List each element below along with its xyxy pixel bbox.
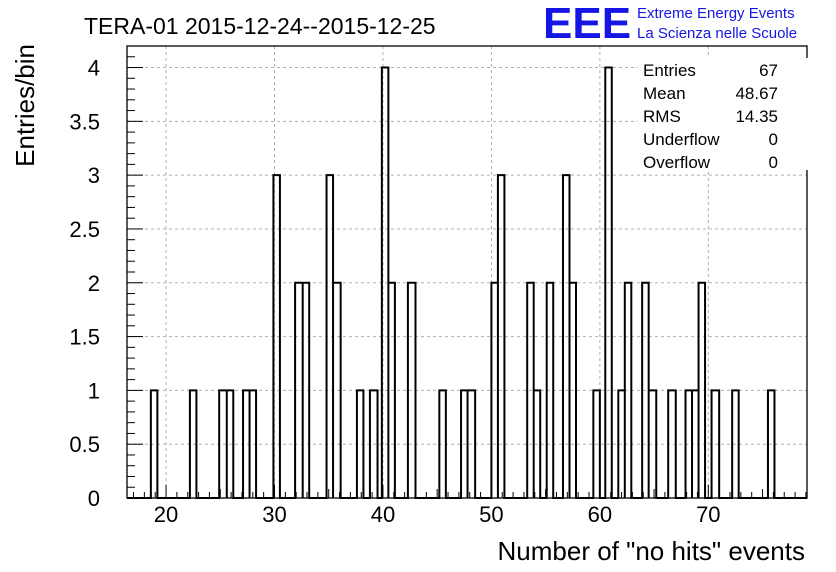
eee-logo-mark: EEE <box>543 0 631 48</box>
x-tick-label: 20 <box>154 502 178 527</box>
x-tick-label: 30 <box>262 502 286 527</box>
y-axis-title: Entries/bin <box>10 44 40 167</box>
x-tick-label: 70 <box>696 502 720 527</box>
stats-value: 67 <box>759 61 778 80</box>
y-tick-label: 0 <box>88 486 100 511</box>
x-tick-label: 40 <box>371 502 395 527</box>
stats-value: 14.35 <box>735 107 778 126</box>
y-tick-label: 1.5 <box>69 325 100 350</box>
stats-value: 48.67 <box>735 84 778 103</box>
x-tick-label: 60 <box>588 502 612 527</box>
stats-label: RMS <box>643 107 681 126</box>
stats-box-background <box>638 58 808 170</box>
y-tick-label: 3.5 <box>69 109 100 134</box>
stats-label: Underflow <box>643 130 720 149</box>
y-tick-label: 0.5 <box>69 432 100 457</box>
stats-label: Entries <box>643 61 696 80</box>
eee-logo-line2: La Scienza nelle Scuole <box>637 25 797 42</box>
x-axis-title: Number of "no hits" events <box>498 536 806 566</box>
chart-title: TERA-01 2015-12-24--2015-12-25 <box>84 13 436 39</box>
eee-logo-line1: Extreme Energy Events <box>637 5 795 22</box>
axis-ticks: 20 30 40 50 60 70 0 0.5 1 1.5 2 2.5 3 3.5 4 <box>69 45 807 527</box>
stats-box: Entries 67 Mean 48.67 RMS 14.35 Underflow 0 Over… <box>638 58 808 172</box>
y-tick-label: 3 <box>88 163 100 188</box>
x-tick-label: 50 <box>479 502 503 527</box>
y-tick-label: 4 <box>88 56 100 81</box>
stats-label: Mean <box>643 84 686 103</box>
y-tick-label: 2.5 <box>69 217 100 242</box>
eee-logo: EEE Extreme Energy Events La Scienza nel… <box>543 0 797 48</box>
y-tick-label: 1 <box>88 378 100 403</box>
stats-label: Overflow <box>643 153 711 172</box>
y-tick-label: 2 <box>88 271 100 296</box>
histogram-outline <box>127 66 807 499</box>
stats-value: 0 <box>769 130 778 149</box>
stats-value: 0 <box>769 153 778 172</box>
